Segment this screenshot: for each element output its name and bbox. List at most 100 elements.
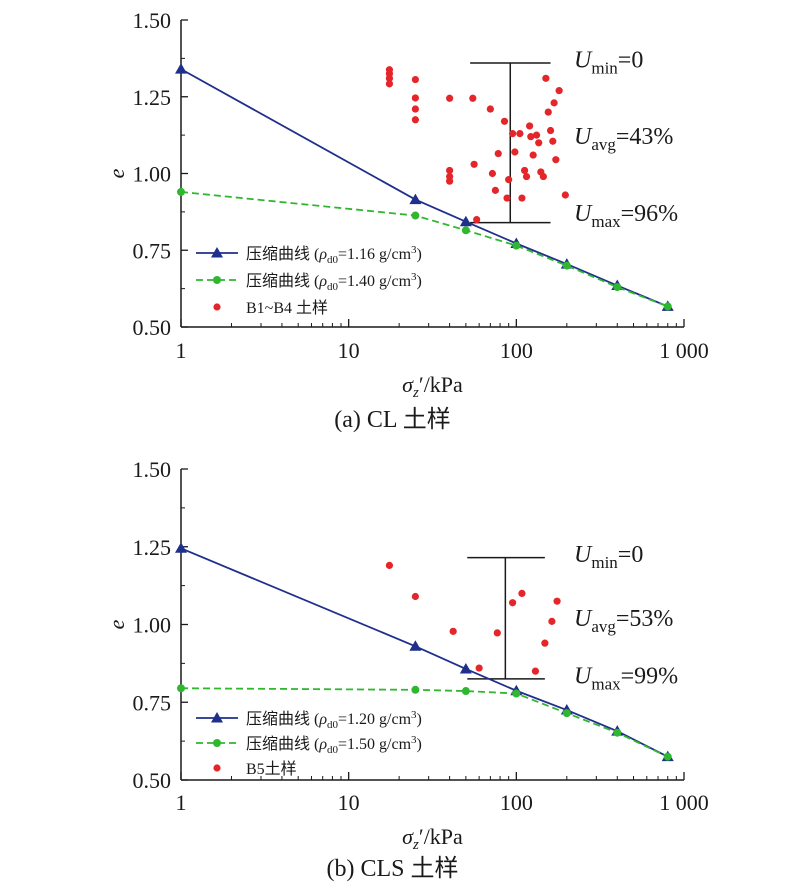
series-marker: [177, 684, 185, 693]
y-tick-label: 0.75: [133, 690, 172, 715]
u-min-label: Umin=0: [574, 47, 643, 77]
series-marker: [512, 689, 521, 698]
legend-swatch: [213, 764, 221, 772]
chart-panel-a: 0.50 0.75 1.00 1.25 1.50 1 10 100 1 000 e σz′/kPa (…: [104, 8, 709, 433]
y-tick-label: 0.50: [133, 768, 172, 793]
series-marker: [409, 640, 422, 651]
u-min-label: Umin=0: [574, 542, 643, 572]
u-avg-label: Uavg=53%: [574, 606, 673, 636]
sample-point: [505, 176, 513, 184]
series-marker: [459, 215, 472, 227]
x-axis-label: σz′/kPa: [402, 824, 463, 853]
sample-point: [544, 108, 552, 116]
sample-point: [555, 87, 563, 95]
y-tick-label: 0.75: [133, 238, 172, 263]
series-marker: [177, 187, 185, 196]
sample-point: [449, 627, 457, 635]
sample-point: [539, 172, 547, 181]
sample-point: [411, 75, 419, 84]
series-marker: [663, 752, 672, 761]
sample-point: [494, 149, 502, 158]
sample-point: [508, 599, 517, 607]
x-tick-label: 1: [176, 790, 187, 815]
sample-point: [546, 126, 555, 135]
x-tick-label: 1: [176, 338, 187, 363]
sample-point: [532, 131, 541, 139]
series-marker: [562, 709, 571, 718]
legend-label: B1~B4 土样: [246, 299, 328, 317]
x-tick-label: 100: [500, 790, 533, 815]
sample-point: [411, 592, 419, 601]
legend-label: 压缩曲线 (ρd0=1.40 g/cm3): [246, 271, 422, 293]
panel-caption: (b) CLS 土样: [327, 855, 459, 882]
sample-point: [527, 133, 535, 141]
series-marker: [411, 685, 420, 694]
y-tick-label: 0.50: [133, 315, 172, 340]
series-marker: [663, 302, 672, 311]
y-axis-label: e: [104, 619, 129, 629]
x-tick-label: 10: [338, 790, 360, 815]
y-tick-label: 1.00: [133, 613, 172, 638]
panel-caption: (a) CL 土样: [334, 406, 450, 433]
sample-point: [486, 105, 494, 113]
sample-point: [488, 169, 497, 178]
sample-point: [541, 639, 549, 647]
legend-swatch-marker: [213, 276, 221, 284]
legend-swatch-marker: [211, 712, 223, 723]
x-tick-label: 10: [338, 338, 360, 363]
sample-point: [552, 156, 560, 164]
legend-swatch-marker: [213, 739, 221, 747]
sample-point: [522, 172, 531, 181]
sample-point: [531, 667, 540, 675]
sample-point: [493, 629, 501, 637]
series-marker: [409, 193, 422, 205]
sample-point: [385, 80, 394, 88]
sample-point: [385, 74, 394, 82]
y-tick-label: 1.00: [133, 162, 172, 187]
sample-point: [411, 105, 419, 113]
series-marker: [175, 63, 187, 74]
sample-point: [526, 122, 534, 130]
sample-point: [520, 166, 529, 175]
sample-point: [385, 561, 394, 570]
sample-point: [548, 617, 556, 625]
u-max-label: Umax=99%: [574, 663, 678, 693]
sample-point: [529, 151, 537, 159]
sample-point: [518, 194, 526, 202]
sample-point: [503, 194, 511, 202]
x-tick-label: 100: [500, 338, 533, 363]
x-tick-label: 1 000: [659, 338, 709, 363]
y-tick-label: 1.25: [133, 85, 172, 110]
x-axis-label: σz′/kPa: [402, 372, 463, 401]
series-marker: [461, 226, 470, 235]
series-marker: [459, 662, 472, 674]
sample-point: [508, 129, 517, 138]
sample-point: [535, 139, 543, 147]
legend-label: B5土样: [246, 760, 297, 778]
sample-point: [516, 129, 524, 138]
legend-swatch-marker: [211, 247, 223, 258]
sample-point: [473, 215, 481, 224]
sample-point: [446, 166, 454, 175]
legend-label: 压缩曲线 (ρd0=1.16 g/cm3): [246, 244, 422, 266]
legend: 压缩曲线 (ρd0=1.16 g/cm3) 压缩曲线 (ρd0=1.40 g/cm…: [196, 244, 422, 317]
sample-point: [470, 160, 478, 168]
series-marker: [512, 241, 521, 250]
y-axis-label: e: [104, 168, 129, 178]
y-tick-label: 1.50: [133, 8, 172, 33]
series-marker: [411, 211, 420, 220]
sample-point: [475, 664, 483, 672]
y-tick-label: 1.25: [133, 535, 172, 560]
chart-panel-b: 0.50 0.75 1.00 1.25 1.50 1 10 100 1 000 e σz′/kPa(…: [104, 457, 709, 882]
u-max-label: Umax=96%: [574, 201, 678, 231]
y-tick-label: 1.50: [133, 457, 172, 482]
sample-point: [561, 191, 569, 199]
sample-point: [446, 94, 454, 102]
sample-point: [500, 117, 509, 125]
sample-point: [491, 186, 499, 194]
legend-label: 压缩曲线 (ρd0=1.50 g/cm3): [246, 734, 422, 756]
sample-point: [511, 148, 519, 156]
legend: 压缩曲线 (ρd0=1.20 g/cm3) 压缩曲线 (ρd0=1.50 g/cm…: [196, 709, 422, 778]
sample-point: [518, 589, 526, 598]
